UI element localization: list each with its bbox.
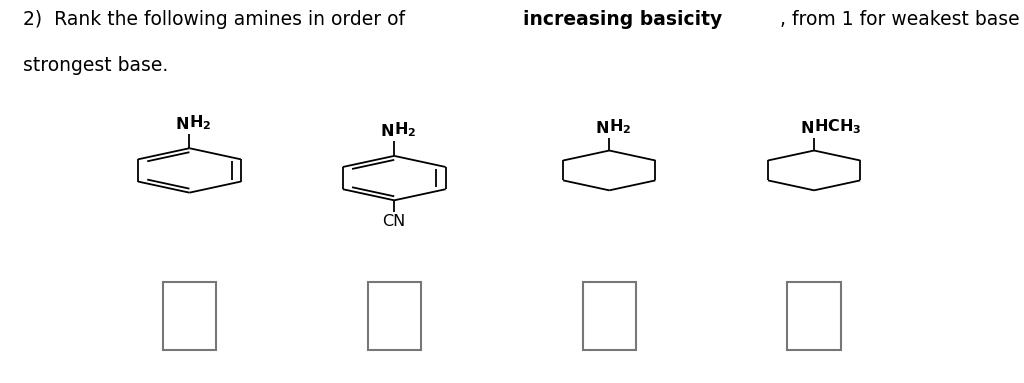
Text: $\mathbf{HCH_3}$: $\mathbf{HCH_3}$ xyxy=(814,117,861,136)
Bar xyxy=(787,282,841,350)
Text: $\mathbf{N}$: $\mathbf{N}$ xyxy=(800,120,814,136)
Text: CN: CN xyxy=(383,214,406,229)
Text: , from 1 for weakest base to 4 for: , from 1 for weakest base to 4 for xyxy=(780,10,1024,29)
Text: increasing basicity: increasing basicity xyxy=(523,10,722,29)
Text: $\mathbf{H_2}$: $\mathbf{H_2}$ xyxy=(189,113,212,132)
Text: $\mathbf{N}$: $\mathbf{N}$ xyxy=(175,116,189,132)
Bar xyxy=(583,282,636,350)
Text: strongest base.: strongest base. xyxy=(23,56,168,75)
Bar xyxy=(368,282,421,350)
Text: $\mathbf{H_2}$: $\mathbf{H_2}$ xyxy=(394,121,417,139)
Text: 2)  Rank the following amines in order of: 2) Rank the following amines in order of xyxy=(23,10,411,29)
Text: $\mathbf{N}$: $\mathbf{N}$ xyxy=(595,120,609,136)
Text: $\mathbf{N}$: $\mathbf{N}$ xyxy=(380,123,394,139)
Bar xyxy=(163,282,216,350)
Text: $\mathbf{H_2}$: $\mathbf{H_2}$ xyxy=(609,117,632,136)
